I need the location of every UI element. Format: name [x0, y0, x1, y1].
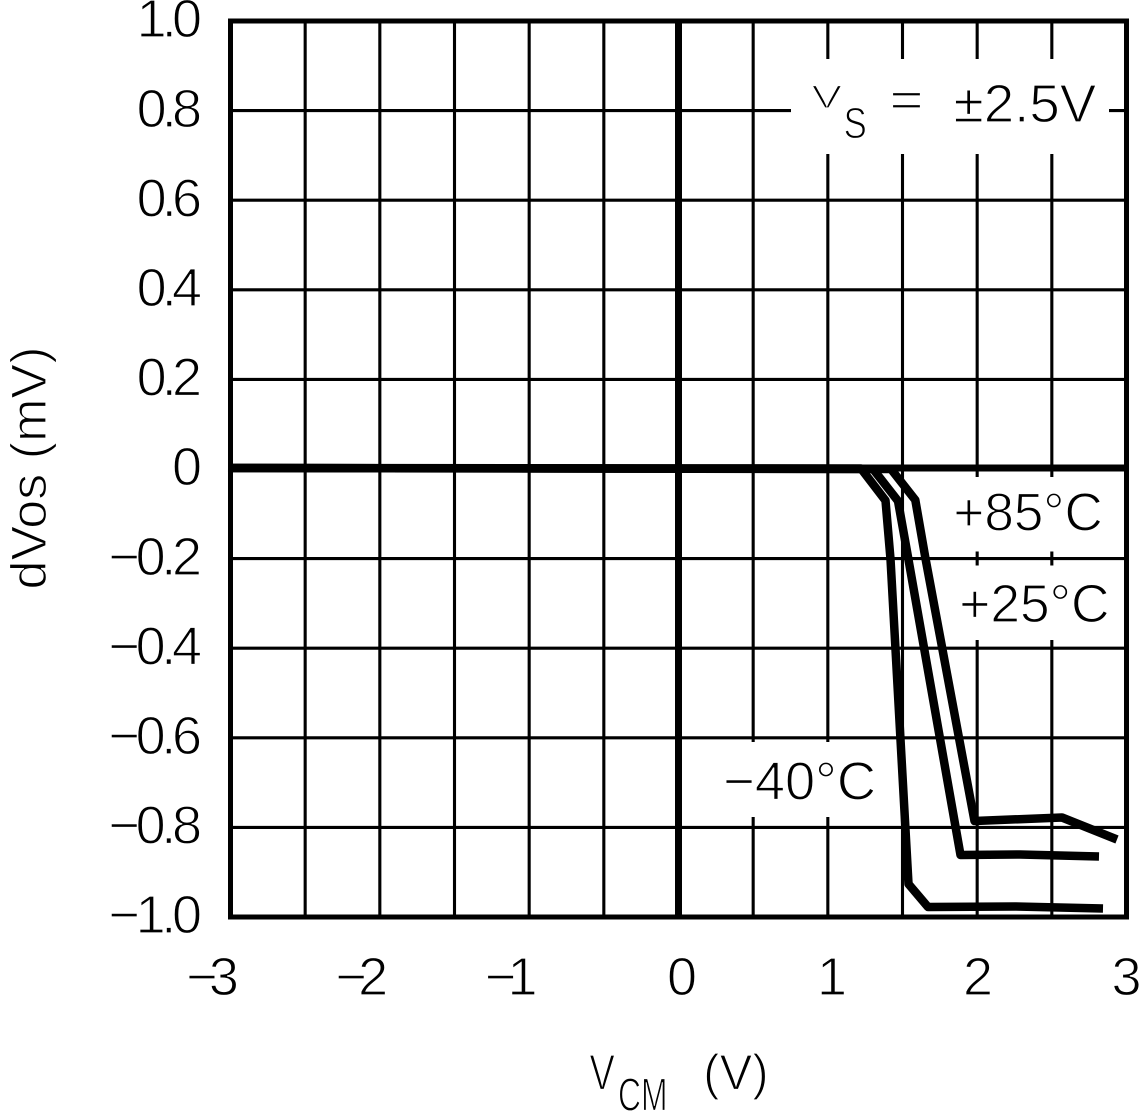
svg-text:−2: −2 [335, 947, 388, 1007]
svg-text:−3: −3 [186, 947, 239, 1007]
svg-text:0: 0 [172, 437, 202, 497]
svg-text:V: V [812, 79, 843, 115]
svg-text:0.2: 0.2 [137, 348, 202, 408]
svg-text:−40°C: −40°C [723, 752, 876, 812]
svg-text:−0.4: −0.4 [108, 616, 202, 676]
svg-text:0.6: 0.6 [137, 168, 202, 228]
svg-text:0: 0 [667, 947, 697, 1007]
svg-text:2: 2 [963, 947, 993, 1007]
svg-text:dVos (mV): dVos (mV) [1, 347, 57, 590]
svg-text:1.0: 1.0 [137, 0, 202, 49]
svg-text:−0.2: −0.2 [108, 527, 202, 587]
svg-text:+85°C: +85°C [953, 483, 1102, 543]
svg-text:−1: −1 [485, 947, 538, 1007]
svg-text:1: 1 [817, 947, 847, 1007]
svg-text:=: = [890, 74, 924, 127]
svg-text:±2.5V: ±2.5V [954, 74, 1097, 134]
svg-text:V: V [590, 1045, 616, 1101]
svg-text:0.8: 0.8 [137, 79, 202, 139]
svg-text:3: 3 [1111, 947, 1139, 1007]
svg-text:CM: CM [618, 1069, 668, 1112]
svg-text:(V): (V) [703, 1045, 768, 1101]
svg-text:S: S [844, 99, 867, 148]
svg-text:0.4: 0.4 [137, 258, 202, 318]
svg-text:+25°C: +25°C [959, 574, 1109, 634]
svg-text:−0.6: −0.6 [108, 706, 202, 766]
svg-text:−1.0: −1.0 [108, 885, 202, 945]
svg-text:−0.8: −0.8 [108, 796, 202, 856]
